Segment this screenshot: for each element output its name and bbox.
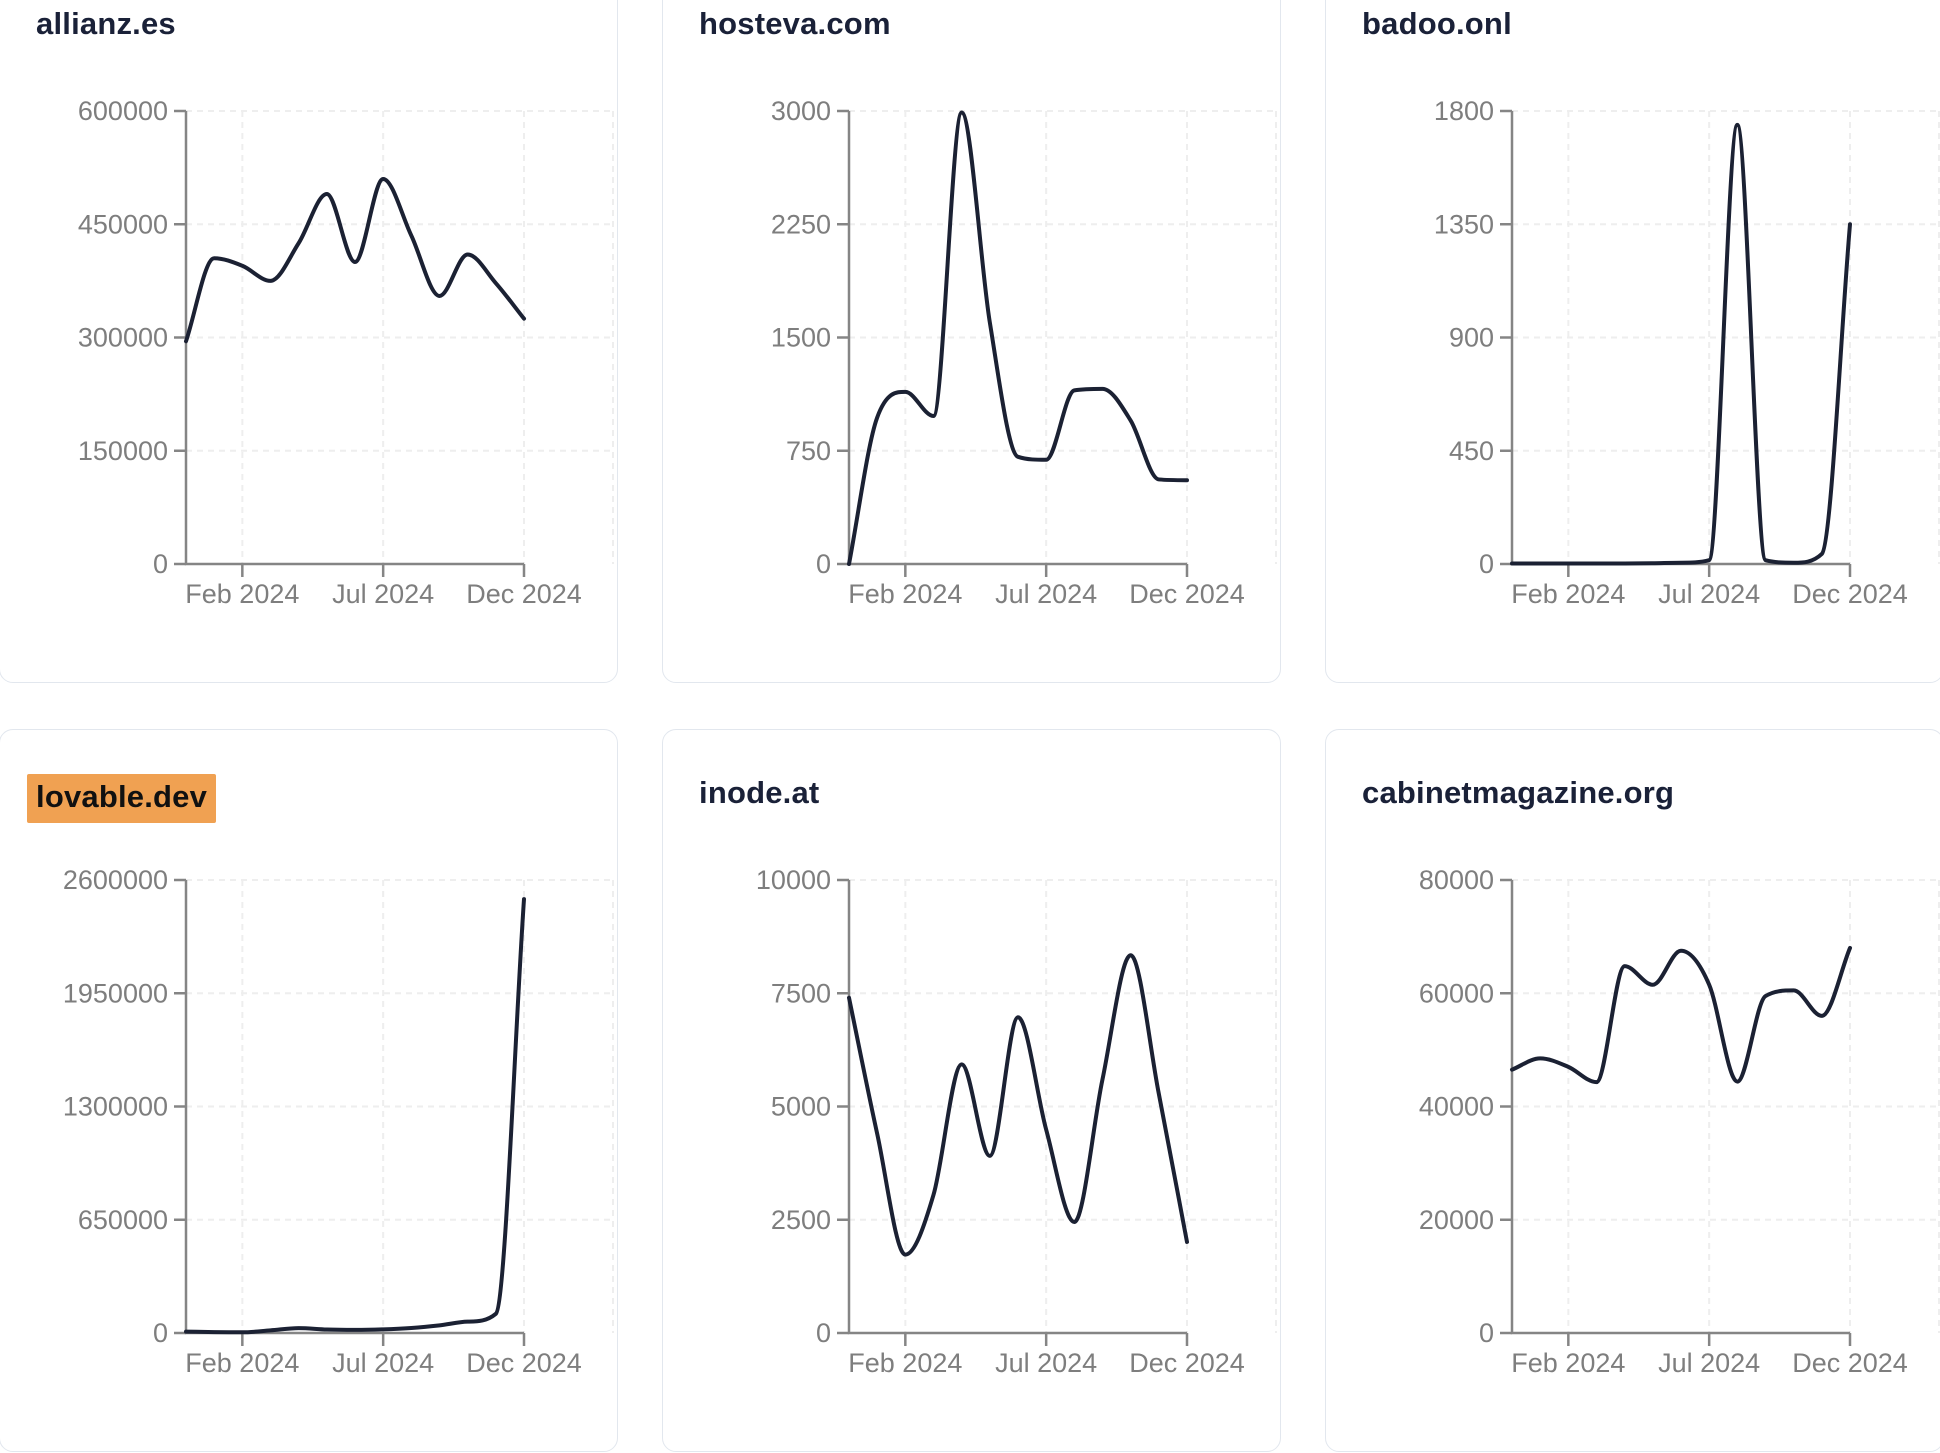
x-axis-tick-label: Feb 2024 (848, 1348, 962, 1378)
domain-title-text: hosteva.com (699, 6, 891, 41)
x-axis-tick-label: Dec 2024 (1129, 1348, 1245, 1378)
y-axis-tick-label: 600000 (78, 96, 168, 126)
axes (174, 109, 526, 577)
x-axis-tick-label: Jul 2024 (1658, 579, 1760, 609)
domain-title: inode.at (699, 774, 819, 813)
axis-labels: 0 20000 40000 60000 80000 Feb 2024 Jul 2024 Dec… (1419, 865, 1908, 1378)
x-axis-tick-label: Feb 2024 (185, 1348, 299, 1378)
y-axis-tick-label: 1800 (1434, 96, 1494, 126)
domain-title: badoo.onl (1362, 5, 1512, 44)
traffic-line-chart: 0 150000 300000 450000 600000 Feb 2024 Jul 202… (78, 96, 614, 609)
gridlines (1512, 879, 1940, 1333)
domain-title: allianz.es (36, 5, 176, 44)
y-axis-tick-label: 20000 (1419, 1205, 1494, 1235)
y-axis-tick-label: 5000 (771, 1092, 831, 1122)
traffic-series-line (847, 953, 1189, 1257)
y-axis-tick-label: 0 (816, 549, 831, 579)
x-axis-tick-label: Jul 2024 (332, 579, 434, 609)
axis-labels: 0 450 900 1350 1800 Feb 2024 Jul 2024 Dec 2024 (1434, 96, 1908, 609)
y-axis-tick-label: 1500 (771, 323, 831, 353)
y-axis-tick-label: 300000 (78, 323, 168, 353)
y-axis-tick-label: 10000 (756, 865, 831, 895)
traffic-line-chart: 0 450 900 1350 1800 Feb 2024 Jul 2024 Dec 2024 (1434, 96, 1940, 609)
domain-title-text: badoo.onl (1362, 6, 1512, 41)
traffic-line-chart: 0 750 1500 2250 3000 Feb 2024 Jul 2024 Dec 2024 (771, 96, 1277, 609)
x-axis-tick-label: Dec 2024 (1792, 1348, 1908, 1378)
y-axis-tick-label: 150000 (78, 436, 168, 466)
x-axis-tick-label: Feb 2024 (1511, 579, 1625, 609)
y-axis-tick-label: 1350 (1434, 209, 1494, 239)
y-axis-tick-label: 2500 (771, 1205, 831, 1235)
y-axis-tick-label: 1300000 (63, 1092, 168, 1122)
x-axis-tick-label: Jul 2024 (332, 1348, 434, 1378)
x-axis-tick-label: Dec 2024 (466, 579, 582, 609)
domain-title-text: allianz.es (36, 6, 176, 41)
x-axis-tick-label: Jul 2024 (995, 579, 1097, 609)
gridlines (849, 110, 1277, 564)
y-axis-tick-label: 80000 (1419, 865, 1494, 895)
traffic-line-chart: 0 2500 5000 7500 10000 Feb 2024 Jul 2024 Dec 20… (756, 865, 1277, 1378)
x-axis-tick-label: Jul 2024 (1658, 1348, 1760, 1378)
y-axis-tick-label: 1950000 (63, 978, 168, 1008)
gridlines (186, 110, 614, 564)
domain-card: hosteva.com 0 750 1500 2250 3000 Feb 2024 Jul … (662, 0, 1281, 683)
y-axis-tick-label: 0 (816, 1318, 831, 1348)
y-axis-tick-label: 7500 (771, 978, 831, 1008)
axis-labels: 0 2500 5000 7500 10000 Feb 2024 Jul 2024 Dec 20… (756, 865, 1245, 1378)
domain-title: cabinetmagazine.org (1362, 774, 1674, 813)
domain-title: hosteva.com (699, 5, 891, 44)
x-axis-tick-label: Dec 2024 (1129, 579, 1245, 609)
x-axis-tick-label: Feb 2024 (848, 579, 962, 609)
axis-labels: 0 750 1500 2250 3000 Feb 2024 Jul 2024 Dec 2024 (771, 96, 1245, 609)
y-axis-tick-label: 2250 (771, 209, 831, 239)
x-axis-tick-label: Dec 2024 (466, 1348, 582, 1378)
traffic-series-line (1510, 122, 1852, 566)
x-axis-tick-label: Feb 2024 (185, 579, 299, 609)
y-axis-tick-label: 0 (153, 1318, 168, 1348)
axes (174, 878, 526, 1346)
traffic-line-chart: 0 20000 40000 60000 80000 Feb 2024 Jul 2024 Dec… (1419, 865, 1940, 1378)
y-axis-tick-label: 60000 (1419, 978, 1494, 1008)
axes (1500, 109, 1852, 577)
gridlines (1512, 110, 1940, 564)
traffic-series-line (1510, 945, 1852, 1085)
axes (837, 109, 1189, 577)
gridlines (186, 879, 614, 1333)
axis-labels: 0 650000 1300000 1950000 2600000 Feb 2024 Jul … (63, 865, 582, 1378)
domain-card: allianz.es 0 150000 300000 450000 600000 Feb … (0, 0, 618, 683)
y-axis-tick-label: 0 (1479, 549, 1494, 579)
x-axis-tick-label: Dec 2024 (1792, 579, 1908, 609)
traffic-series-line (847, 110, 1189, 566)
traffic-series-line (184, 176, 526, 344)
domain-card: inode.at 0 2500 5000 7500 10000 Feb 2024 Jul 2… (662, 729, 1281, 1452)
axes (837, 878, 1189, 1346)
y-axis-tick-label: 0 (1479, 1318, 1494, 1348)
traffic-line-chart: 0 650000 1300000 1950000 2600000 Feb 2024 Jul … (63, 865, 614, 1378)
y-axis-tick-label: 900 (1449, 323, 1494, 353)
gridlines (849, 879, 1277, 1333)
domain-title-text: lovable.dev (27, 774, 217, 823)
y-axis-tick-label: 2600000 (63, 865, 168, 895)
y-axis-tick-label: 40000 (1419, 1092, 1494, 1122)
domain-title-text: cabinetmagazine.org (1362, 775, 1675, 810)
domain-title: lovable.dev (27, 774, 217, 823)
domain-card: lovable.dev 0 650000 1300000 1950000 2600000… (0, 729, 618, 1452)
traffic-series-line (184, 897, 526, 1335)
x-axis-tick-label: Jul 2024 (995, 1348, 1097, 1378)
y-axis-tick-label: 450 (1449, 436, 1494, 466)
y-axis-tick-label: 650000 (78, 1205, 168, 1235)
x-axis-tick-label: Feb 2024 (1511, 1348, 1625, 1378)
y-axis-tick-label: 0 (153, 549, 168, 579)
y-axis-tick-label: 450000 (78, 209, 168, 239)
y-axis-tick-label: 750 (786, 436, 831, 466)
axis-labels: 0 150000 300000 450000 600000 Feb 2024 Jul 202… (78, 96, 582, 609)
domain-title-text: inode.at (699, 775, 820, 810)
domain-card: cabinetmagazine.org 0 20000 40000 60000 8000… (1325, 729, 1940, 1452)
axes (1500, 878, 1852, 1346)
domain-card: badoo.onl 0 450 900 1350 1800 Feb 2024 Jul 202… (1325, 0, 1940, 683)
y-axis-tick-label: 3000 (771, 96, 831, 126)
